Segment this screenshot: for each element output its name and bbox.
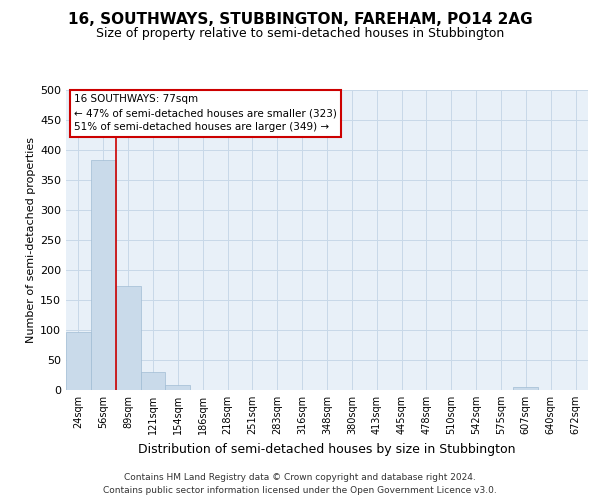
Y-axis label: Number of semi-detached properties: Number of semi-detached properties [26,137,36,343]
Text: Size of property relative to semi-detached houses in Stubbington: Size of property relative to semi-detach… [96,28,504,40]
Bar [166,384,190,390]
Bar [514,387,538,390]
Text: 16 SOUTHWAYS: 77sqm
← 47% of semi-detached houses are smaller (323)
51% of semi-: 16 SOUTHWAYS: 77sqm ← 47% of semi-detach… [74,94,337,132]
Bar [116,286,140,390]
Bar [140,372,166,390]
Text: Distribution of semi-detached houses by size in Stubbington: Distribution of semi-detached houses by … [138,442,516,456]
Bar [91,160,116,390]
Text: Contains public sector information licensed under the Open Government Licence v3: Contains public sector information licen… [103,486,497,495]
Text: 16, SOUTHWAYS, STUBBINGTON, FAREHAM, PO14 2AG: 16, SOUTHWAYS, STUBBINGTON, FAREHAM, PO1… [68,12,532,28]
Bar [66,332,91,390]
Text: Contains HM Land Registry data © Crown copyright and database right 2024.: Contains HM Land Registry data © Crown c… [124,472,476,482]
